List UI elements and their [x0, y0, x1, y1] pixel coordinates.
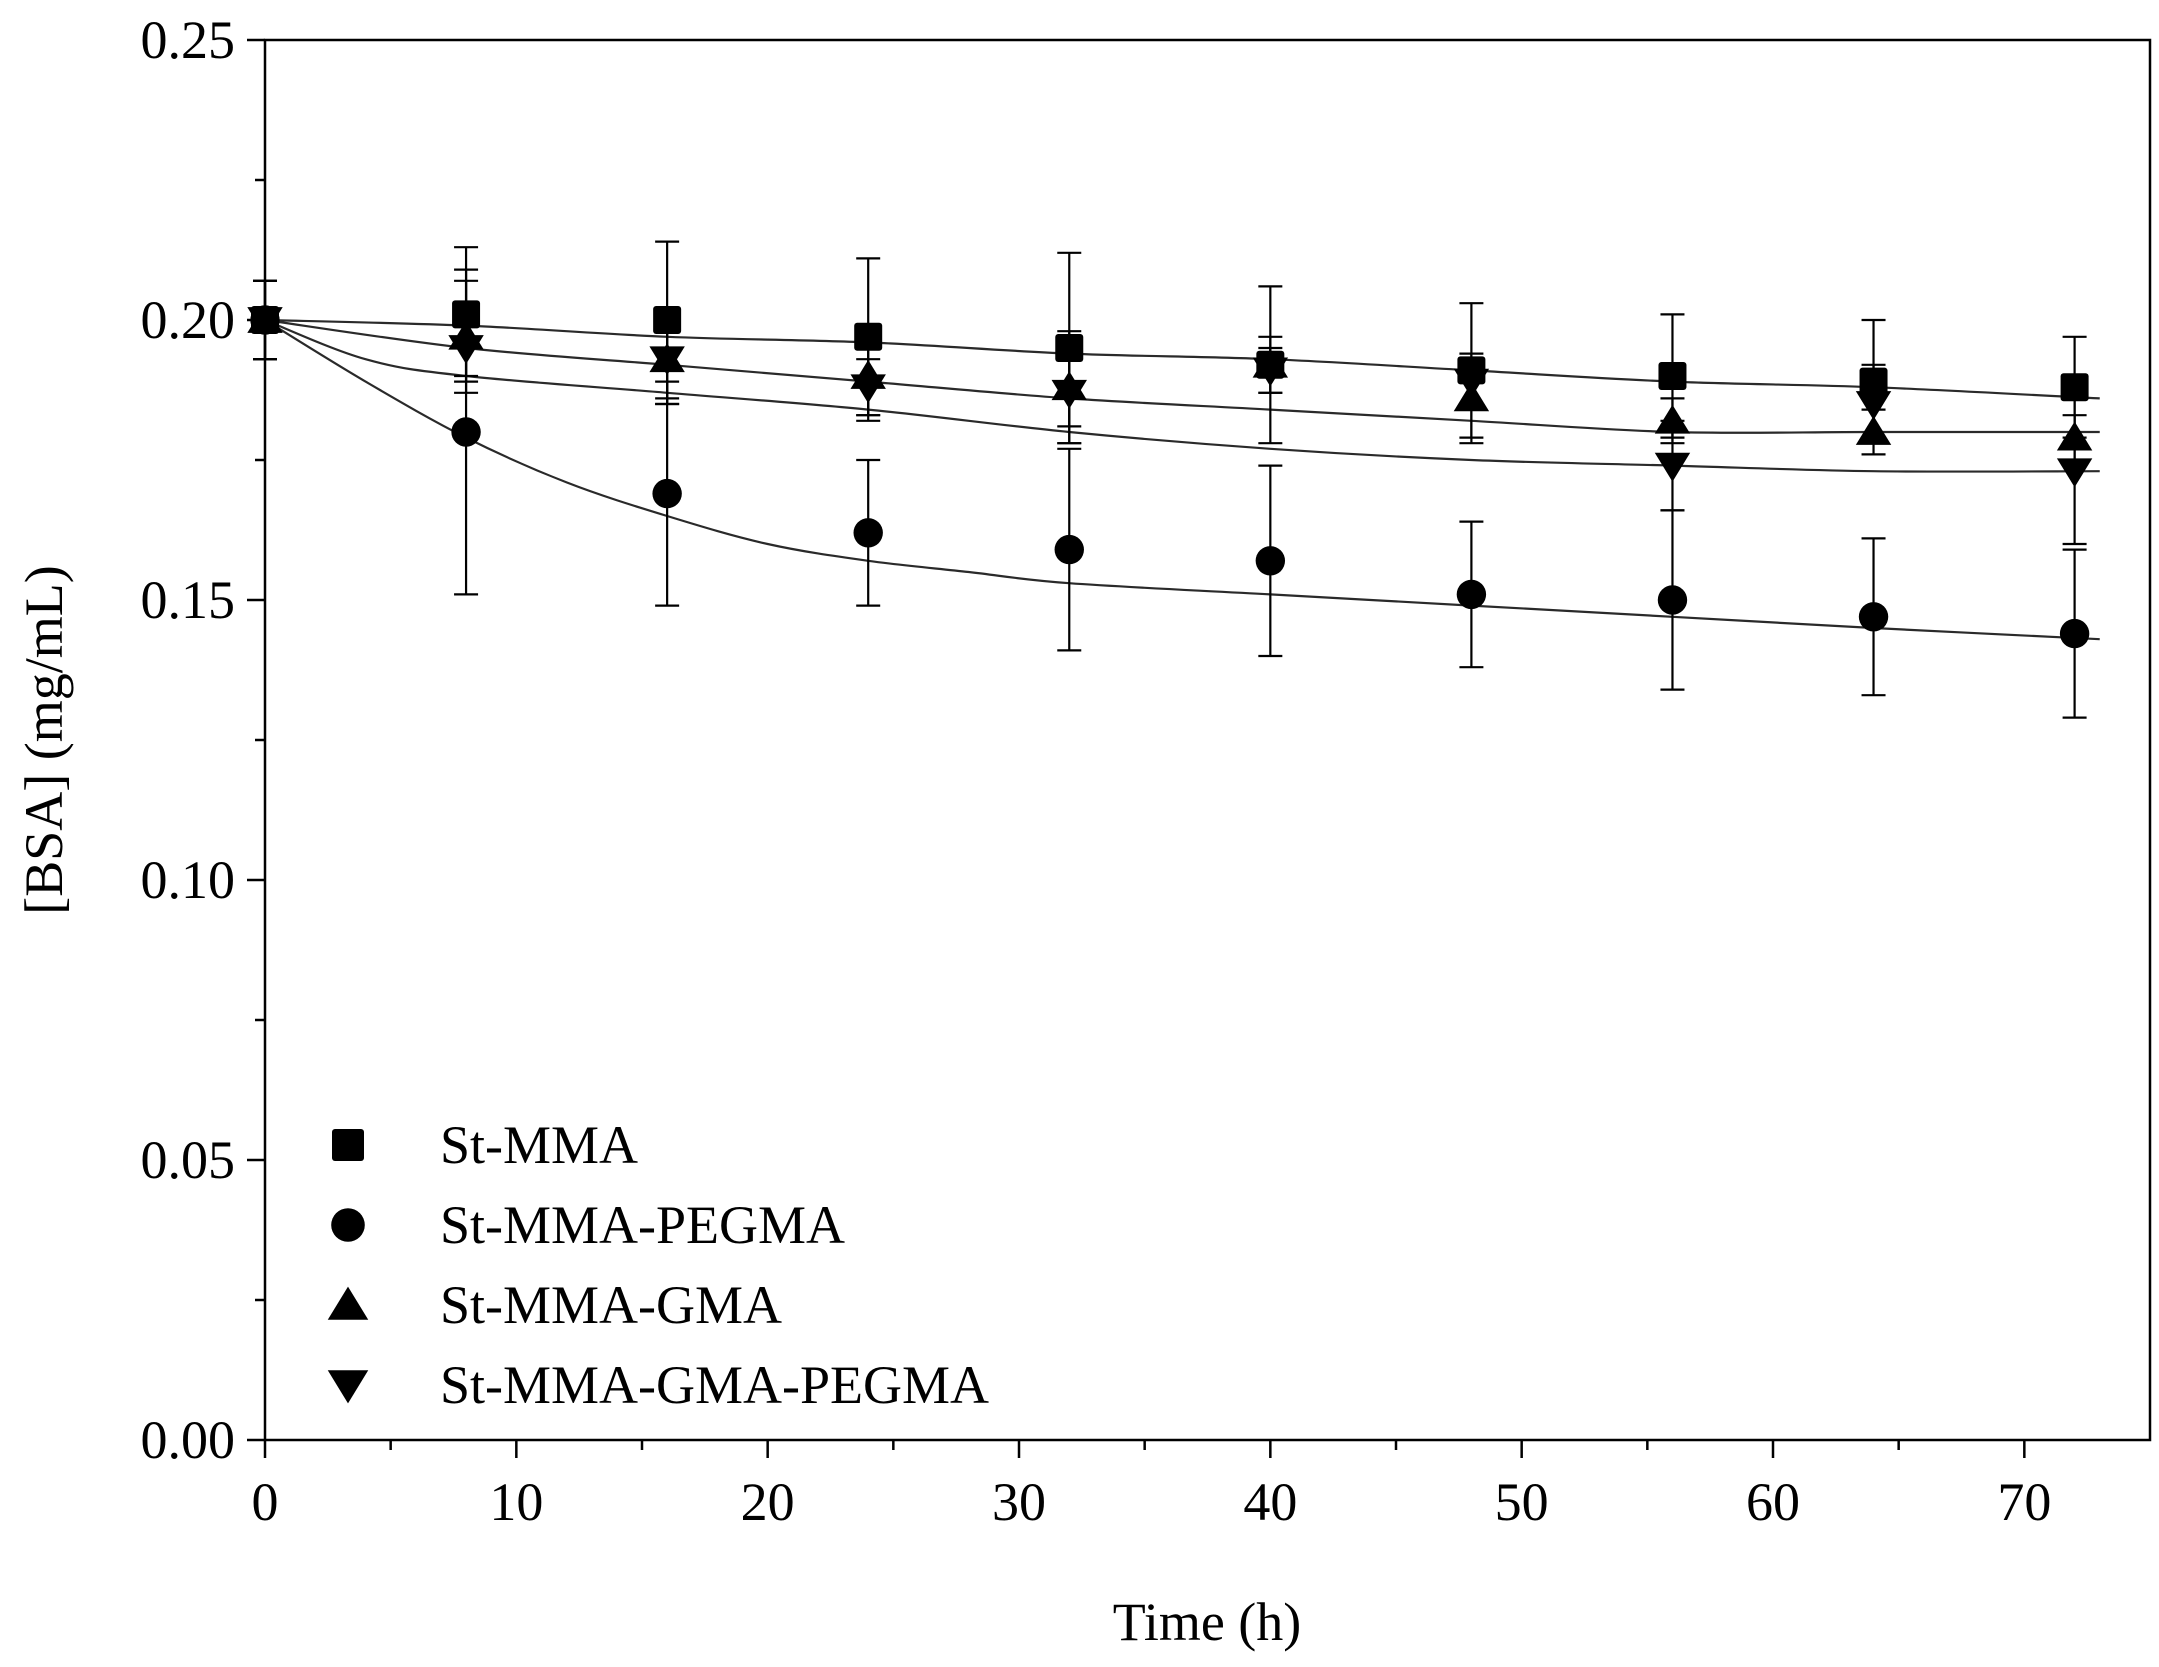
- y-tick-label: 0.15: [141, 570, 236, 630]
- data-point: [451, 417, 481, 447]
- data-point: [1657, 585, 1688, 615]
- y-tick-label: 0.20: [141, 290, 236, 350]
- legend: St-MMA St-MMA-PEGMA St-MMA-GMA St-MMA-GMA-P…: [327, 1115, 989, 1415]
- fit-curve: [264, 318, 2100, 473]
- y-axis: 0.00 0.05 0.10 0.15 0.20 0.25: [141, 10, 265, 1470]
- legend-marker: [327, 1286, 369, 1320]
- data-point: [1658, 362, 1687, 390]
- data-point: [1456, 579, 1487, 610]
- data-point: [1051, 379, 1087, 409]
- data-point: [853, 518, 883, 548]
- data-point: [649, 346, 685, 376]
- legend-label: St-MMA: [440, 1115, 638, 1175]
- data-point: [653, 306, 682, 334]
- data-point: [1255, 546, 1286, 576]
- y-tick-label: 0.10: [141, 850, 236, 910]
- data-point: [2060, 373, 2089, 402]
- data-point: [850, 374, 886, 404]
- legend-label: St-MMA-PEGMA: [440, 1195, 845, 1255]
- fit-curve: [264, 319, 2100, 641]
- data-point: [2059, 618, 2090, 649]
- data-point: [2056, 458, 2093, 488]
- x-tick-label: 0: [252, 1472, 279, 1532]
- data-point: [1054, 534, 1084, 565]
- data-point: [1855, 415, 1892, 445]
- data-point: [1859, 367, 1888, 396]
- y-tick-label: 0.05: [141, 1130, 236, 1190]
- legend-marker: [327, 1370, 369, 1404]
- data-point: [452, 300, 481, 329]
- legend-label: St-MMA-GMA: [440, 1275, 782, 1335]
- data-point: [1858, 602, 1889, 632]
- x-tick-label: 10: [489, 1472, 543, 1532]
- x-tick-label: 50: [1495, 1472, 1549, 1532]
- data-point: [652, 478, 682, 509]
- data-point: [247, 307, 283, 337]
- y-axis-label: [BSA] (mg/mL): [14, 565, 74, 914]
- fit-curve: [264, 318, 2100, 400]
- x-axis-label: Time (h): [1113, 1592, 1302, 1652]
- legend-label: St-MMA-GMA-PEGMA: [440, 1355, 989, 1415]
- x-tick-label: 70: [1997, 1472, 2051, 1532]
- fit-curves: [264, 318, 2100, 641]
- data-point: [2056, 421, 2093, 451]
- data-point: [448, 335, 484, 365]
- data-point: [1055, 334, 1084, 362]
- x-tick-label: 30: [992, 1472, 1046, 1532]
- data-point: [1453, 368, 1490, 398]
- x-tick-label: 40: [1243, 1472, 1297, 1532]
- y-tick-label: 0.25: [141, 10, 236, 70]
- data-point: [1252, 357, 1289, 387]
- data-markers: [247, 300, 2093, 649]
- x-axis: 0 10 20 30 40 50 60 70: [252, 1440, 2051, 1532]
- legend-marker: [331, 1208, 365, 1242]
- data-point: [1855, 391, 1892, 421]
- error-bars: [253, 240, 2087, 719]
- legend-marker: [332, 1129, 364, 1161]
- fit-curve: [264, 318, 2100, 434]
- x-tick-label: 60: [1746, 1472, 1800, 1532]
- data-point: [1654, 404, 1691, 434]
- data-point: [854, 322, 883, 351]
- data-point: [1654, 452, 1691, 482]
- y-tick-label: 0.00: [141, 1410, 236, 1470]
- x-tick-label: 20: [741, 1472, 795, 1532]
